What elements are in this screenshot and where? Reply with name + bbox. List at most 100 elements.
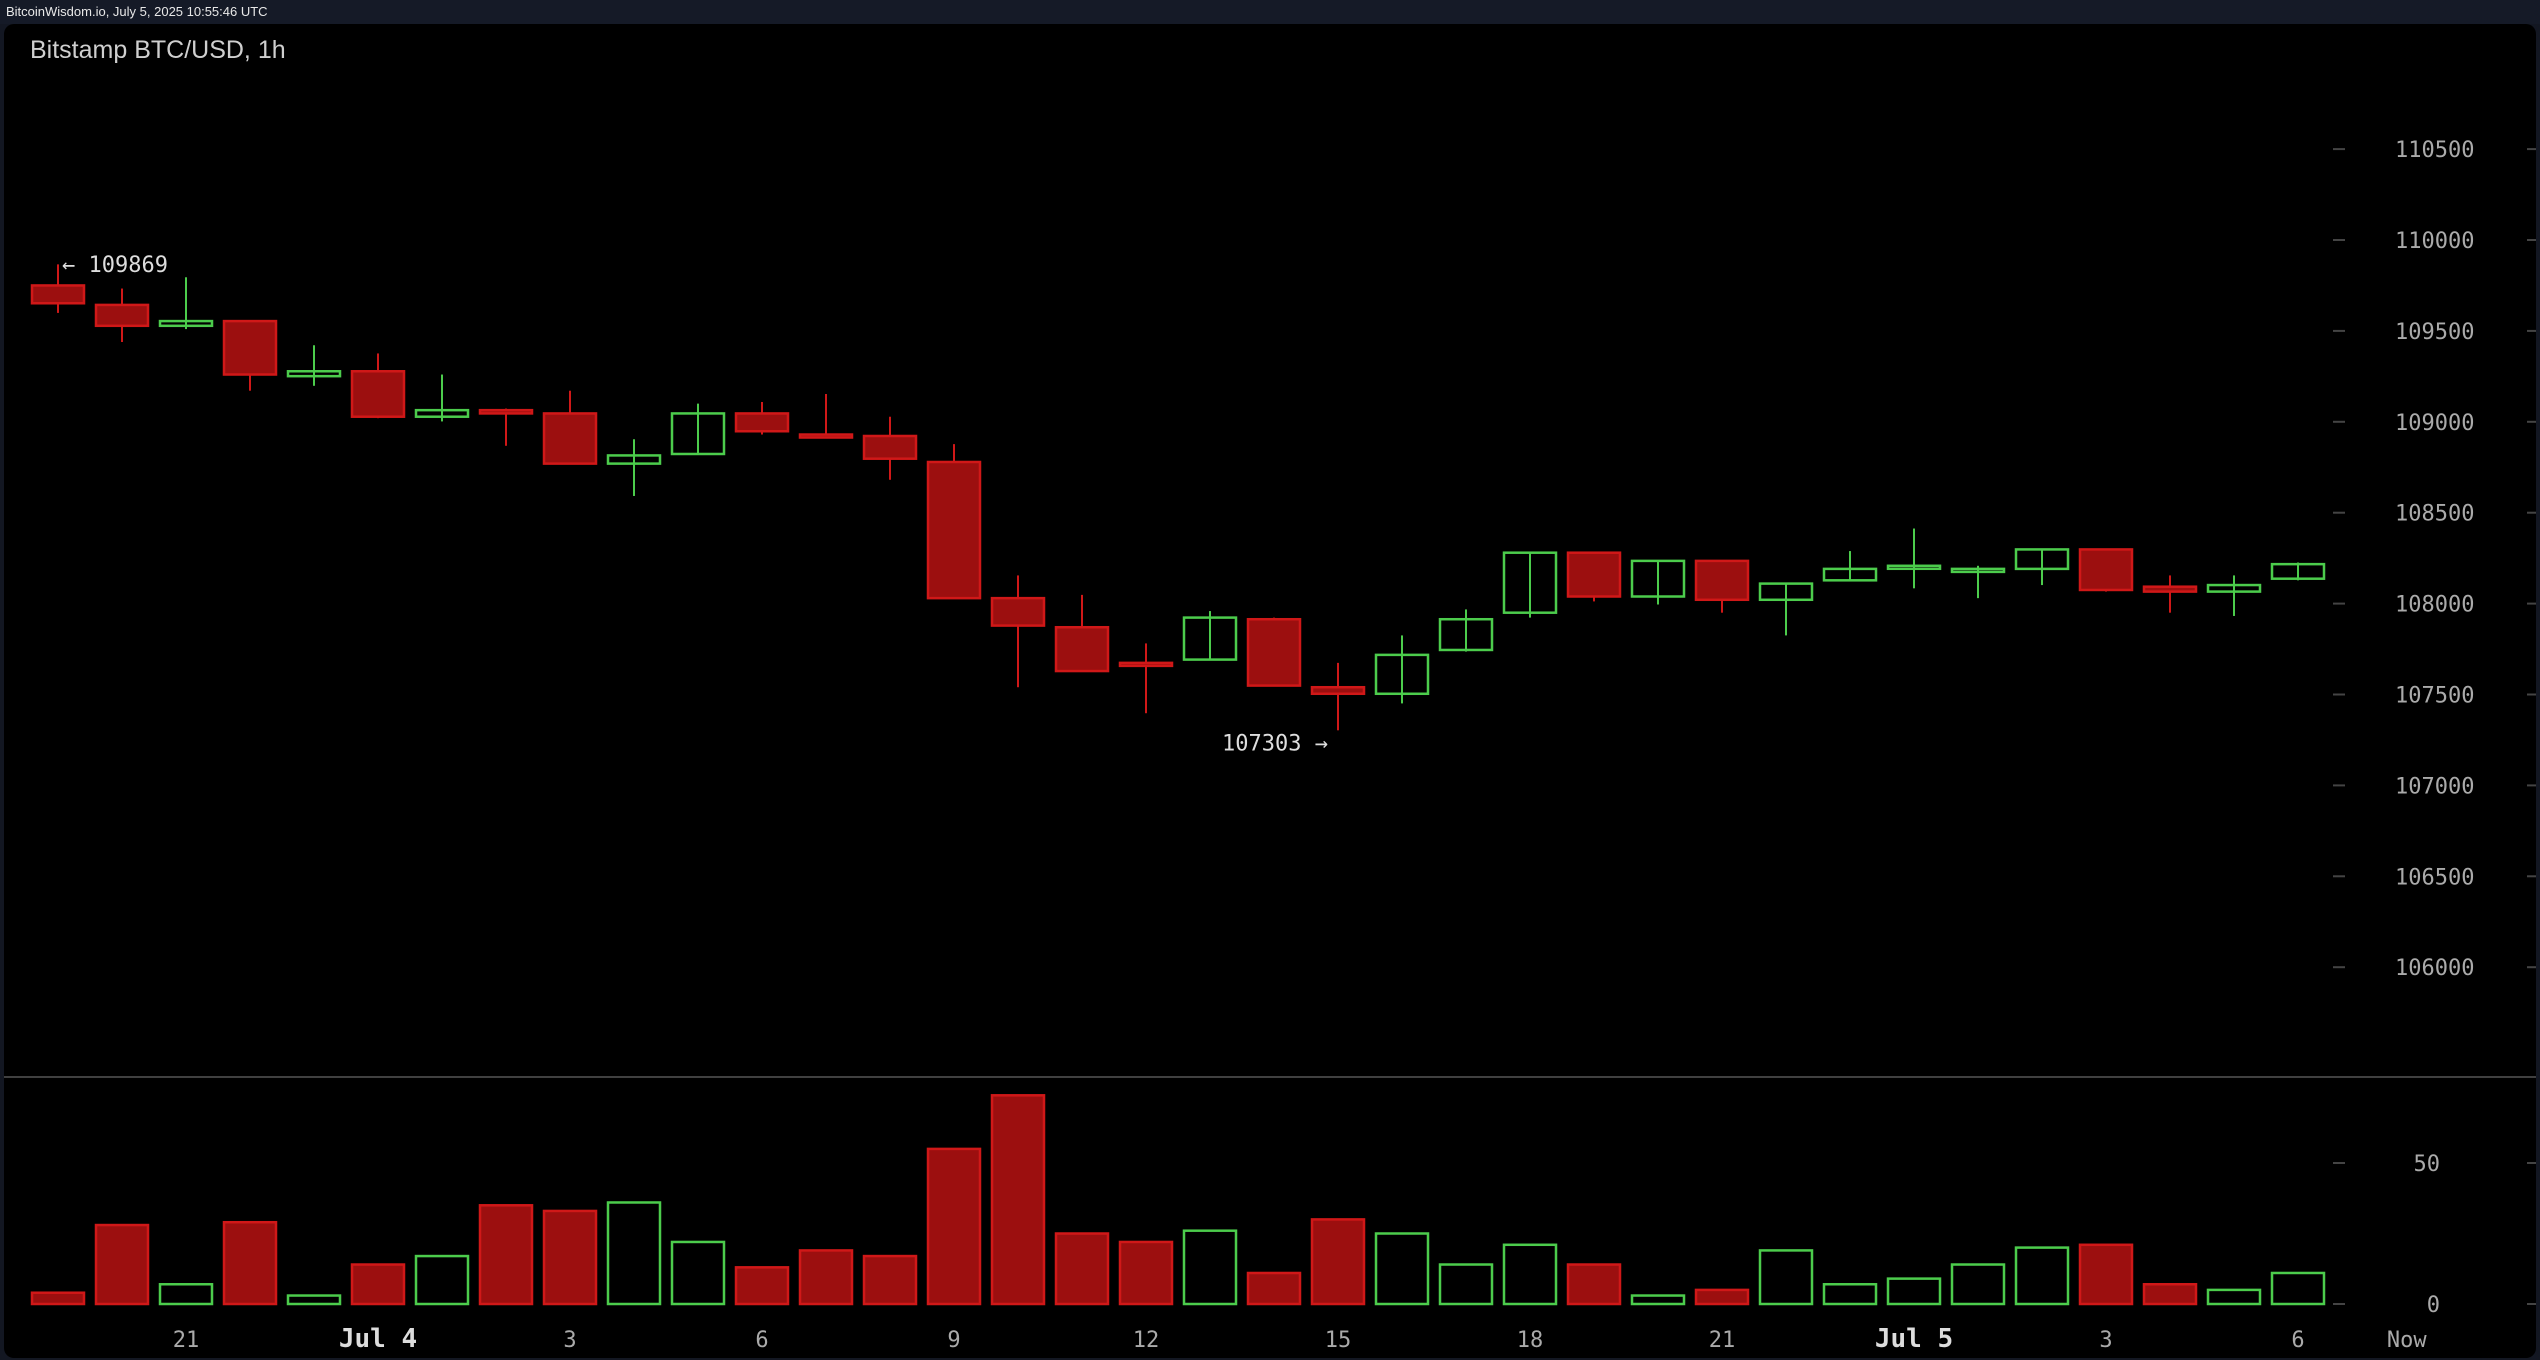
volume-tick-label: 50 (2414, 1152, 2441, 1177)
volume-bar-up (414, 1254, 470, 1306)
x-axis-label: 6 (755, 1328, 768, 1353)
candle-down (926, 460, 982, 600)
volume-bar-up (2206, 1288, 2262, 1306)
volume-bar-down (30, 1291, 86, 1306)
volume-bar-down (542, 1209, 598, 1306)
candle-down (1566, 551, 1622, 598)
candle-up (1950, 567, 2006, 574)
volume-bar-up (1182, 1229, 1238, 1306)
candle-up (2270, 562, 2326, 580)
candle-up (2206, 583, 2262, 593)
candle-down (1054, 625, 1110, 673)
volume-bar-up (1886, 1277, 1942, 1306)
volume-bar-down (862, 1254, 918, 1306)
low-annotation: 107303 → (1222, 731, 1328, 756)
volume-bar-up (606, 1201, 662, 1306)
volume-bar-up (2014, 1246, 2070, 1306)
volume-bar-down (926, 1147, 982, 1306)
volume-bar-up (1374, 1232, 1430, 1306)
candle-up (1502, 551, 1558, 614)
volume-bar-down (1246, 1271, 1302, 1306)
candle-up (670, 412, 726, 456)
candle-down (1118, 661, 1174, 668)
volume-bar-up (158, 1283, 214, 1306)
volume-bar-up (2270, 1271, 2326, 1306)
x-axis-label: 18 (1517, 1328, 1544, 1353)
candle-down (94, 303, 150, 328)
x-axis-label: Jul 5 (1875, 1324, 1953, 1354)
volume-bar-down (734, 1266, 790, 1306)
price-tick-label: 108000 (2395, 593, 2474, 618)
candle-up (1438, 617, 1494, 652)
candle-up (1886, 564, 1942, 571)
volume-bar-down (990, 1094, 1046, 1306)
price-tick-label: 110500 (2395, 138, 2474, 163)
candle-down (798, 433, 854, 439)
volume-bar-up (286, 1294, 342, 1306)
candle-down (542, 412, 598, 465)
x-axis-label: 3 (2099, 1328, 2112, 1353)
high-annotation: ← 109869 (62, 253, 168, 278)
candle-up (286, 370, 342, 378)
price-tick-label: 109500 (2395, 320, 2474, 345)
price-tick-label: 106500 (2395, 865, 2474, 890)
candlestick-chart: 106000 106500 107000 107500 108000 108500 1090… (4, 138, 2536, 1354)
chart-panel: 106000 106500 107000 107500 108000 108500 1090… (4, 24, 2536, 1358)
volume-bar-down (350, 1263, 406, 1306)
volume-bar-up (1950, 1263, 2006, 1306)
candle-down (1694, 559, 1750, 602)
volume-bar-down (1310, 1218, 1366, 1306)
candle-down (350, 370, 406, 418)
volume-bar-up (1438, 1263, 1494, 1306)
chart-title: Bitstamp BTC/USD, 1h (30, 36, 286, 64)
volume-tick-label: 0 (2427, 1293, 2440, 1318)
candle-up (1374, 653, 1430, 696)
price-tick-label: 107500 (2395, 684, 2474, 709)
candle-up (1182, 616, 1238, 661)
volume-bar-down (1694, 1288, 1750, 1306)
candle-down (222, 319, 278, 376)
volume-bar-up (1758, 1249, 1814, 1306)
volume-bar-up (1630, 1294, 1686, 1306)
price-tick-label: 107000 (2395, 774, 2474, 799)
price-tick-label: 108500 (2395, 502, 2474, 527)
volume-bar-up (1502, 1243, 1558, 1306)
candle-down (2078, 548, 2134, 592)
x-axis-label: 9 (947, 1328, 960, 1353)
candle-up (414, 408, 470, 418)
x-axis-label: 12 (1133, 1328, 1160, 1353)
candle-down (1310, 685, 1366, 696)
price-tick-label: 106000 (2395, 956, 2474, 981)
source-timestamp: BitcoinWisdom.io, July 5, 2025 10:55:46 … (0, 0, 2540, 24)
candle-up (1630, 559, 1686, 598)
x-axis-label: Jul 4 (339, 1324, 417, 1354)
x-axis-label: 3 (563, 1328, 576, 1353)
candle-down (862, 434, 918, 460)
x-axis-label: 21 (1709, 1328, 1736, 1353)
candle-up (158, 319, 214, 328)
price-tick-label: 110000 (2395, 229, 2474, 254)
candle-down (2142, 585, 2198, 593)
x-axis-label: 21 (173, 1328, 200, 1353)
x-axis-label: 15 (1325, 1328, 1352, 1353)
volume-bar-down (1118, 1240, 1174, 1306)
volume-bar-down (94, 1223, 150, 1306)
x-axis-label: Now (2387, 1328, 2427, 1353)
volume-bar-down (798, 1249, 854, 1306)
candle-up (2014, 548, 2070, 571)
candle-down (990, 596, 1046, 627)
candle-up (1758, 582, 1814, 602)
volume-bar-down (222, 1220, 278, 1306)
candle-down (30, 284, 86, 305)
candle-up (606, 454, 662, 465)
candle-down (734, 412, 790, 433)
volume-bar-down (1566, 1263, 1622, 1306)
candle-up (1822, 567, 1878, 582)
volume-bar-down (1054, 1232, 1110, 1306)
x-axis-label: 6 (2291, 1328, 2304, 1353)
candle-down (1246, 617, 1302, 687)
volume-bar-down (2142, 1283, 2198, 1306)
price-tick-label: 109000 (2395, 411, 2474, 436)
volume-bar-up (1822, 1283, 1878, 1306)
volume-bar-down (478, 1204, 534, 1306)
